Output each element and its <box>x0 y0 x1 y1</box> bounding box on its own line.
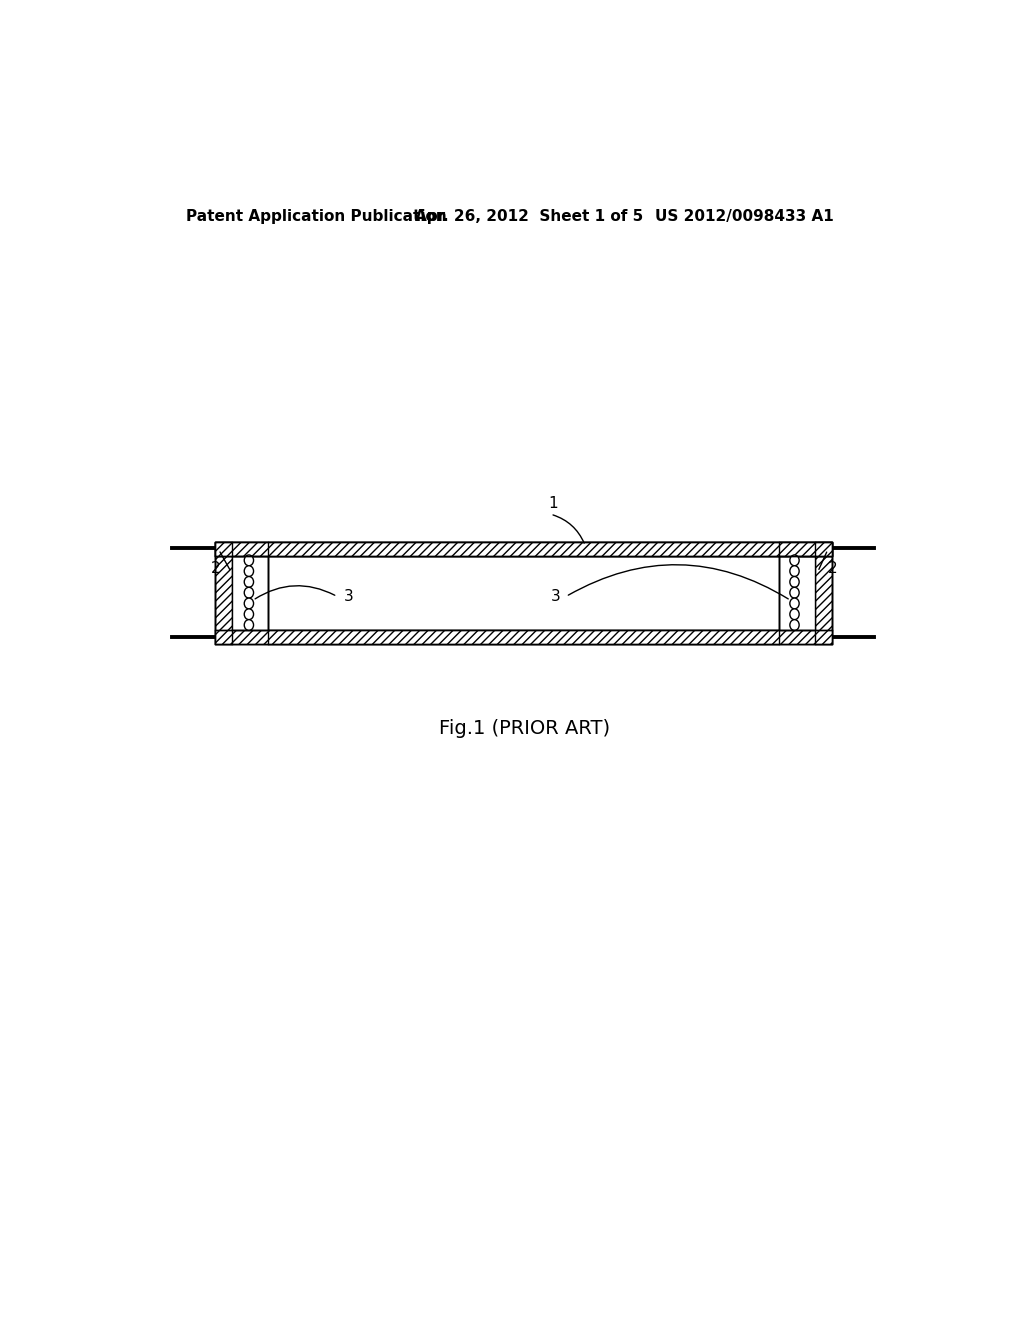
Text: Patent Application Publication: Patent Application Publication <box>186 209 446 223</box>
Ellipse shape <box>245 598 254 609</box>
Ellipse shape <box>245 554 254 566</box>
Bar <box>215 630 831 644</box>
Bar <box>779 543 815 644</box>
Bar <box>267 556 779 630</box>
Bar <box>215 543 831 556</box>
Bar <box>267 630 779 644</box>
Text: US 2012/0098433 A1: US 2012/0098433 A1 <box>655 209 834 223</box>
Bar <box>231 543 267 644</box>
Bar <box>815 543 831 644</box>
Ellipse shape <box>790 566 799 577</box>
Text: 1: 1 <box>548 496 557 511</box>
Ellipse shape <box>245 566 254 577</box>
Ellipse shape <box>790 587 799 598</box>
Bar <box>215 543 231 644</box>
Bar <box>267 543 779 556</box>
Ellipse shape <box>790 554 799 566</box>
Ellipse shape <box>245 609 254 619</box>
Ellipse shape <box>790 577 799 587</box>
Bar <box>215 543 831 556</box>
Bar <box>215 543 831 556</box>
Bar <box>215 543 267 556</box>
Text: Fig.1 (PRIOR ART): Fig.1 (PRIOR ART) <box>439 718 610 738</box>
Bar <box>215 543 267 644</box>
Ellipse shape <box>790 598 799 609</box>
Ellipse shape <box>245 619 254 631</box>
Ellipse shape <box>245 587 254 598</box>
Text: Apr. 26, 2012  Sheet 1 of 5: Apr. 26, 2012 Sheet 1 of 5 <box>415 209 643 223</box>
Bar <box>779 543 831 556</box>
Bar <box>779 543 831 556</box>
Ellipse shape <box>790 619 799 631</box>
Text: 2: 2 <box>211 561 221 577</box>
Text: 3: 3 <box>551 589 560 605</box>
Bar <box>267 543 779 644</box>
Ellipse shape <box>790 609 799 619</box>
Bar <box>215 630 831 644</box>
Ellipse shape <box>245 577 254 587</box>
Bar <box>779 543 831 644</box>
Text: 3: 3 <box>343 589 353 605</box>
Text: 2: 2 <box>827 561 838 577</box>
